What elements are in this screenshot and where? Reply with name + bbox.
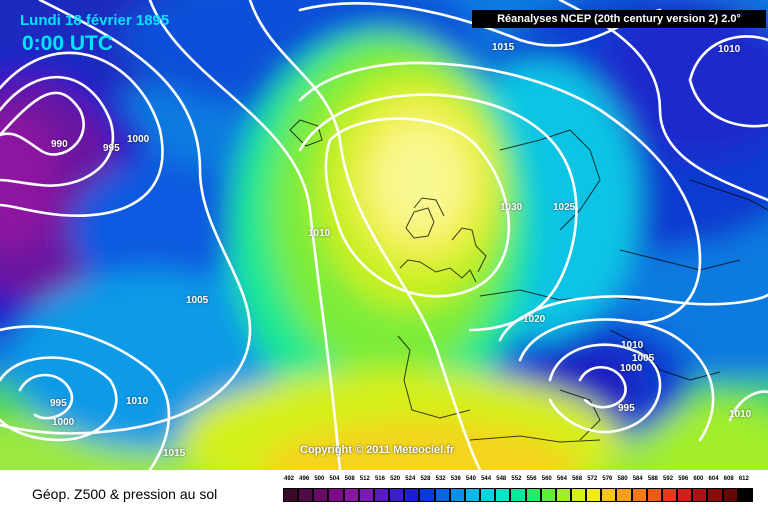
color-scale-swatch	[404, 488, 420, 502]
color-scale-tick: 500	[314, 476, 325, 482]
color-scale-swatch	[298, 488, 314, 502]
color-scale-tick: 512	[359, 476, 370, 482]
color-scale-tick: 544	[481, 476, 492, 482]
color-scale-tick: 612	[738, 476, 749, 482]
chart-caption: Géop. Z500 & pression au sol	[32, 486, 218, 502]
color-scale-swatch	[283, 488, 299, 502]
isobar-label: 990	[51, 139, 68, 150]
color-scale-swatch	[495, 488, 511, 502]
isobar-label: 1000	[52, 417, 75, 428]
color-scale-tick: 532	[435, 476, 446, 482]
isobar-label: 995	[50, 398, 67, 409]
isobar-label: 1000	[127, 134, 150, 145]
color-scale-swatch	[646, 488, 662, 502]
isobar-label: 1010	[126, 396, 149, 407]
isobar-label: 1030	[500, 202, 523, 213]
color-scale-tick: 536	[450, 476, 461, 482]
color-scale-swatch	[419, 488, 435, 502]
color-scale-swatch	[737, 488, 753, 502]
color-scale-tick: 584	[632, 476, 643, 482]
color-scale-swatch	[343, 488, 359, 502]
isobar-label: 995	[103, 143, 120, 154]
isobar-label: 1010	[308, 228, 331, 239]
color-scale-tick: 528	[420, 476, 431, 482]
chart-date: Lundi 18 février 1895	[20, 12, 170, 29]
map-canvas	[0, 0, 768, 470]
isobar-label: 1000	[620, 363, 643, 374]
copyright-notice: Copyright © 2011 Meteociel.fr	[300, 444, 455, 456]
color-scale-tick: 608	[723, 476, 734, 482]
color-scale-swatch	[601, 488, 617, 502]
color-scale-swatch	[449, 488, 465, 502]
color-scale-tick: 496	[299, 476, 310, 482]
color-scale-swatch	[677, 488, 693, 502]
color-scale-swatch	[313, 488, 329, 502]
isobar-label: 1015	[492, 42, 515, 53]
coastlines	[289, 119, 768, 443]
color-scale-tick: 580	[617, 476, 628, 482]
geopotential-map: 1015 1010 990 995 1000 1010 1005 1030 10…	[0, 0, 768, 470]
geopotential-field	[0, 0, 768, 470]
color-scale-ticks: 492 496 500 504 508 512 516 520 524 528 532 536 540 5…	[283, 476, 753, 486]
color-scale-tick: 600	[693, 476, 704, 482]
isobar-label: 1005	[632, 353, 655, 364]
legend-bar: Géop. Z500 & pression au sol 492 496 500 50…	[0, 470, 768, 512]
color-scale-swatch	[389, 488, 405, 502]
color-scale-tick: 564	[556, 476, 567, 482]
color-scale-tick: 552	[511, 476, 522, 482]
color-scale-tick: 576	[602, 476, 613, 482]
color-scale-swatch	[555, 488, 571, 502]
isobar-label: 1010	[621, 340, 644, 351]
color-scale-tick: 572	[587, 476, 598, 482]
color-scale-swatch	[358, 488, 374, 502]
isobar-label: 1005	[186, 295, 209, 306]
color-scale-tick: 588	[647, 476, 658, 482]
color-scale-tick: 508	[344, 476, 355, 482]
color-scale: 492 496 500 504 508 512 516 520 524 528 532 536 540 5…	[283, 476, 753, 506]
color-scale-tick: 524	[405, 476, 416, 482]
color-scale-swatch	[661, 488, 678, 502]
isobar-label: 1015	[163, 448, 186, 459]
color-scale-swatch	[722, 488, 738, 502]
color-scale-swatch	[510, 488, 526, 502]
color-scale-tick: 596	[678, 476, 689, 482]
color-scale-tick: 492	[284, 476, 295, 482]
color-scale-tick: 556	[526, 476, 537, 482]
color-scale-swatch	[328, 488, 344, 502]
data-source-banner: Réanalyses NCEP (20th century version 2)…	[472, 10, 766, 28]
color-scale-swatch	[570, 488, 587, 502]
color-scale-tick: 504	[329, 476, 340, 482]
color-scale-swatch	[631, 488, 647, 502]
color-scale-tick: 520	[390, 476, 401, 482]
color-scale-tick: 540	[465, 476, 476, 482]
color-scale-swatch	[373, 488, 390, 502]
color-scale-swatch	[540, 488, 556, 502]
color-scale-swatch	[434, 488, 450, 502]
color-scale-swatch	[464, 488, 481, 502]
color-scale-tick: 560	[541, 476, 552, 482]
color-scale-tick: 568	[572, 476, 583, 482]
isobar-label: 1025	[553, 202, 576, 213]
isobars	[0, 0, 768, 470]
color-scale-swatch	[525, 488, 541, 502]
color-scale-tick: 516	[374, 476, 385, 482]
color-scale-swatch	[586, 488, 602, 502]
isobar-label: 995	[618, 403, 635, 414]
chart-time: 0:00 UTC	[22, 32, 114, 55]
color-scale-tick: 592	[663, 476, 674, 482]
color-scale-swatch	[707, 488, 723, 502]
isobar-label: 1010	[718, 44, 741, 55]
color-scale-swatch	[480, 488, 496, 502]
color-scale-tick: 604	[708, 476, 719, 482]
color-scale-swatches	[283, 488, 753, 502]
color-scale-swatch	[692, 488, 708, 502]
isobar-label: 1010	[729, 409, 752, 420]
color-scale-swatch	[616, 488, 632, 502]
color-scale-tick: 548	[496, 476, 507, 482]
isobar-label: 1020	[523, 314, 546, 325]
